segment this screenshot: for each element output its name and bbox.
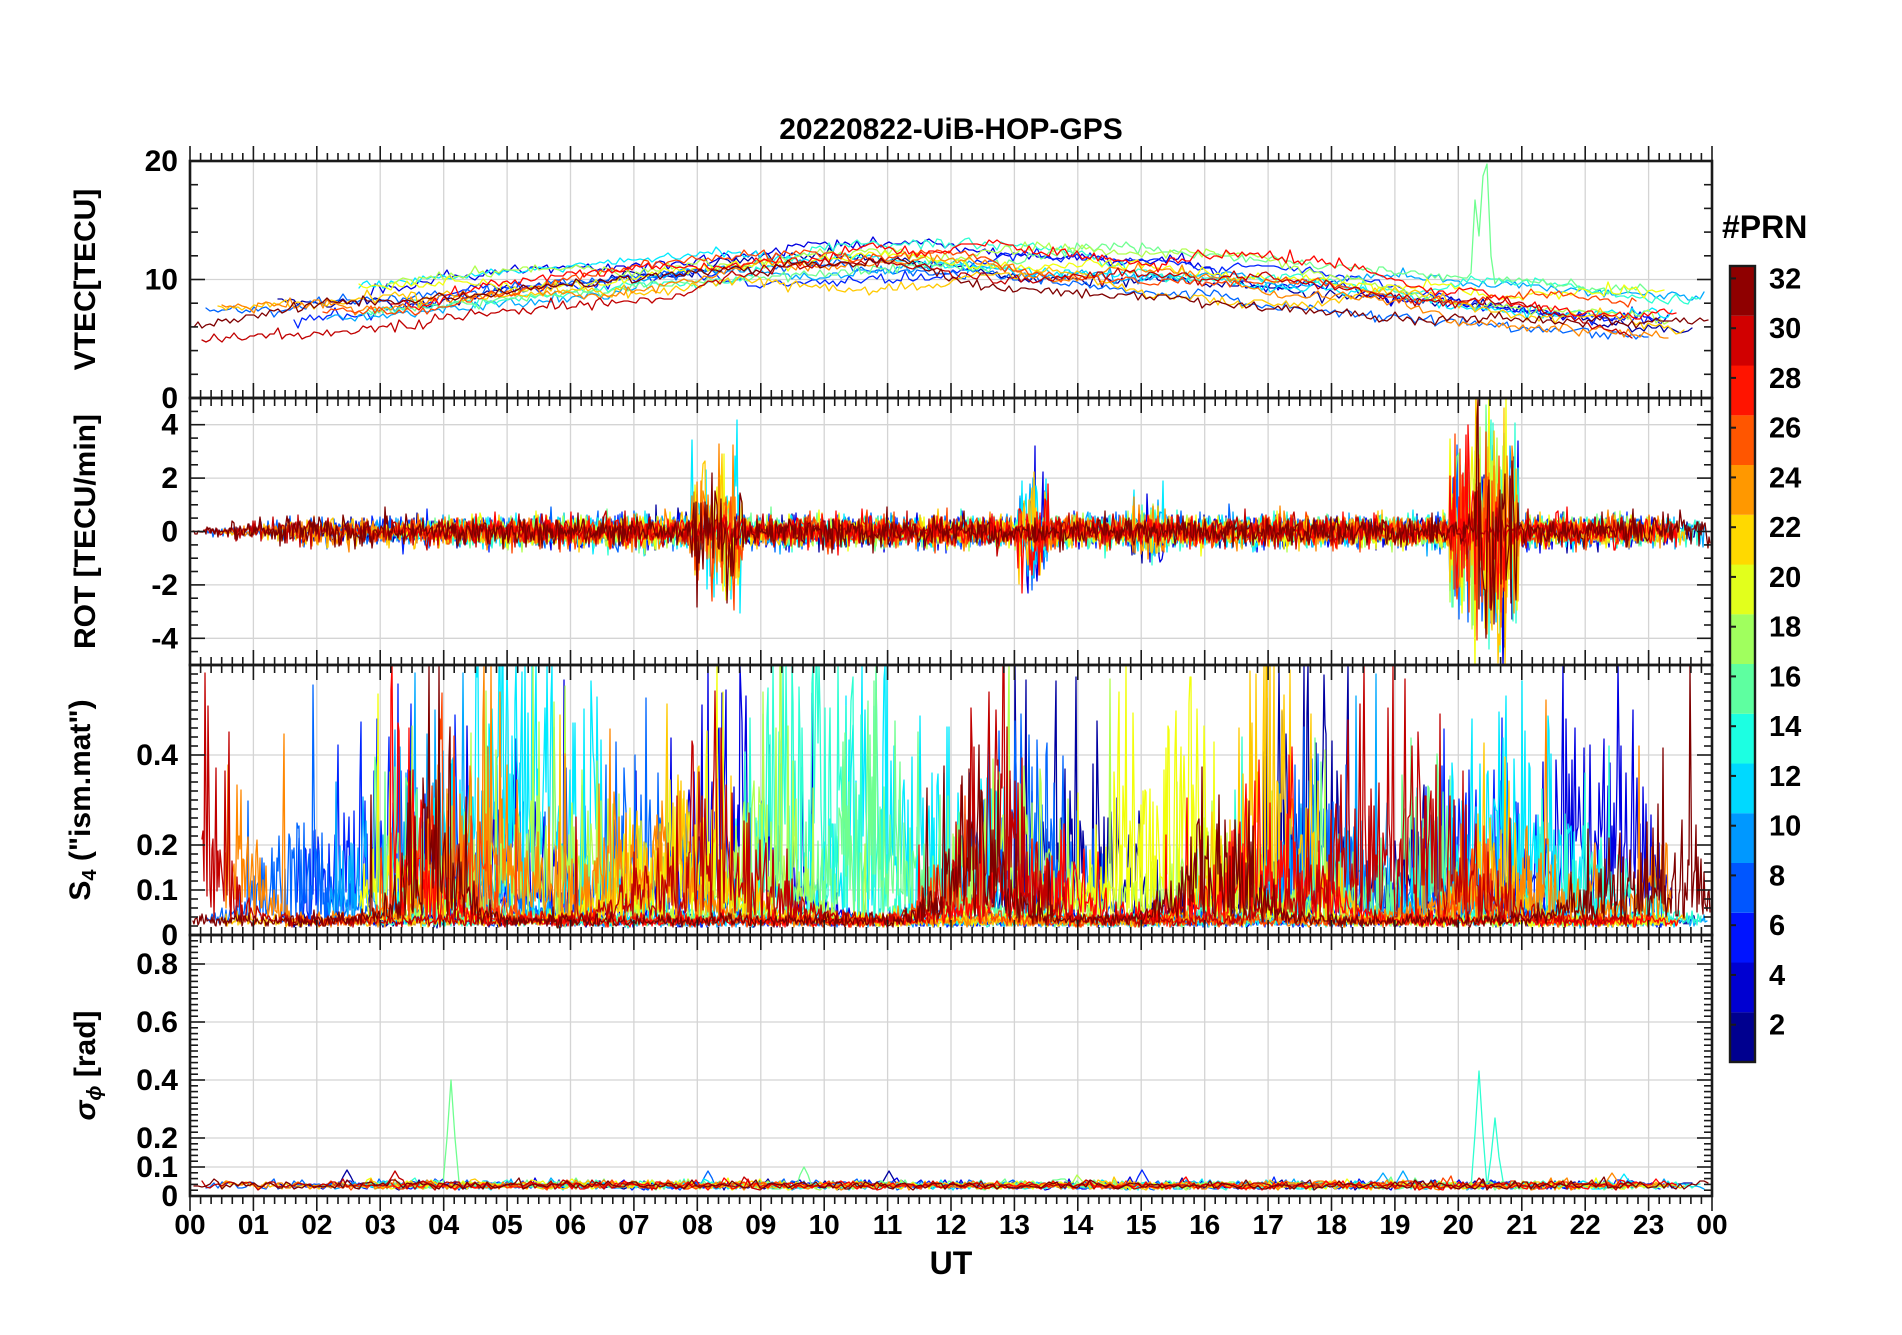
- svg-text:20: 20: [1443, 1209, 1474, 1240]
- svg-text:18: 18: [1316, 1209, 1347, 1240]
- svg-text:6: 6: [1769, 910, 1785, 942]
- svg-text:12: 12: [1769, 761, 1801, 793]
- svg-text:0.8: 0.8: [136, 948, 178, 981]
- svg-text:21: 21: [1506, 1209, 1537, 1240]
- svg-text:16: 16: [1189, 1209, 1220, 1240]
- svg-text:10: 10: [809, 1209, 840, 1240]
- svg-text:8: 8: [1769, 860, 1785, 892]
- svg-text:03: 03: [365, 1209, 396, 1240]
- svg-text:VTEC[TECU]: VTEC[TECU]: [69, 189, 102, 371]
- svg-text:0.4: 0.4: [136, 739, 178, 772]
- svg-text:σϕ [rad]: σϕ [rad]: [69, 1010, 106, 1120]
- svg-text:11: 11: [873, 1209, 903, 1240]
- svg-text:26: 26: [1769, 413, 1801, 445]
- svg-text:23: 23: [1633, 1209, 1664, 1240]
- svg-text:22: 22: [1570, 1209, 1601, 1240]
- svg-text:22: 22: [1769, 512, 1801, 544]
- svg-text:0.1: 0.1: [136, 874, 178, 907]
- svg-text:07: 07: [618, 1209, 649, 1240]
- svg-text:2: 2: [161, 462, 178, 495]
- svg-text:20220822-UiB-HOP-GPS: 20220822-UiB-HOP-GPS: [779, 113, 1122, 146]
- svg-text:20: 20: [1769, 562, 1801, 594]
- svg-text:-4: -4: [151, 622, 178, 655]
- svg-text:19: 19: [1379, 1209, 1410, 1240]
- svg-text:10: 10: [1769, 811, 1801, 843]
- svg-text:01: 01: [238, 1209, 269, 1240]
- svg-text:0.1: 0.1: [136, 1151, 178, 1184]
- svg-text:06: 06: [555, 1209, 586, 1240]
- svg-text:04: 04: [428, 1209, 460, 1240]
- svg-text:05: 05: [492, 1209, 523, 1240]
- svg-text:0.2: 0.2: [136, 1122, 178, 1155]
- svg-text:10: 10: [145, 264, 178, 297]
- svg-text:09: 09: [745, 1209, 776, 1240]
- svg-text:15: 15: [1126, 1209, 1157, 1240]
- svg-text:28: 28: [1769, 363, 1801, 395]
- svg-text:00: 00: [174, 1209, 205, 1240]
- svg-text:18: 18: [1769, 612, 1801, 644]
- svg-text:0: 0: [161, 516, 178, 549]
- svg-text:S4 ("ism.mat"): S4 ("ism.mat"): [64, 699, 101, 900]
- svg-text:24: 24: [1769, 462, 1801, 494]
- svg-text:0.2: 0.2: [136, 829, 178, 862]
- svg-text:#PRN: #PRN: [1722, 209, 1807, 245]
- svg-text:0.6: 0.6: [136, 1006, 178, 1039]
- svg-text:13: 13: [999, 1209, 1030, 1240]
- svg-text:20: 20: [145, 145, 178, 178]
- svg-text:4: 4: [161, 409, 178, 442]
- svg-text:08: 08: [682, 1209, 713, 1240]
- svg-text:0.4: 0.4: [136, 1064, 178, 1097]
- svg-text:17: 17: [1253, 1209, 1284, 1240]
- svg-text:4: 4: [1769, 960, 1785, 992]
- svg-text:12: 12: [935, 1209, 966, 1240]
- svg-text:30: 30: [1769, 313, 1801, 345]
- svg-text:00: 00: [1696, 1209, 1727, 1240]
- svg-text:16: 16: [1769, 661, 1801, 693]
- svg-text:14: 14: [1769, 711, 1801, 743]
- svg-text:2: 2: [1769, 1010, 1785, 1042]
- svg-text:14: 14: [1062, 1209, 1094, 1240]
- svg-text:UT: UT: [930, 1245, 973, 1281]
- svg-text:-2: -2: [151, 569, 178, 602]
- svg-text:ROT [TECU/min]: ROT [TECU/min]: [69, 414, 102, 649]
- svg-text:32: 32: [1769, 263, 1801, 295]
- svg-text:02: 02: [301, 1209, 332, 1240]
